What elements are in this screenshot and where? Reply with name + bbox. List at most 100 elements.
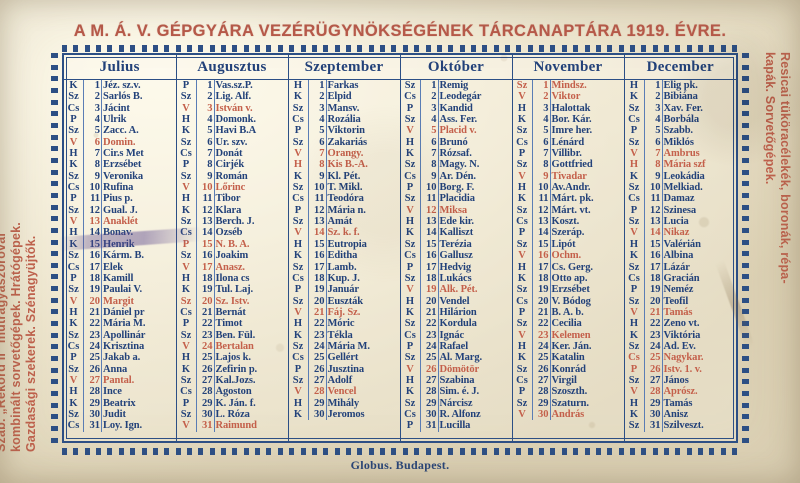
name-day: Jeromos	[327, 408, 365, 420]
day-row: K 21 Hilárion	[400, 306, 512, 319]
day-list-október: Sz 1 Remig Cs 2 Leodegár P 3 Kandid Sz 4 Ass. Fer. V…	[400, 80, 512, 432]
name-day: Viktória	[663, 329, 701, 341]
day-of-week: Sz	[400, 238, 421, 251]
day-of-week: Sz	[512, 363, 533, 375]
day-number: 19	[532, 284, 551, 296]
name-day: Otto ap.	[551, 272, 588, 284]
day-row: P 21 B. A. b.	[512, 306, 624, 319]
day-number: 28	[644, 386, 663, 398]
day-row: Sz 22 Kordula	[400, 318, 512, 330]
name-day: Dömötör	[439, 363, 480, 375]
day-of-week: Cs	[624, 352, 645, 364]
day-number: 15	[83, 238, 102, 251]
day-of-week: K	[176, 363, 197, 375]
name-day: Raimund	[215, 420, 257, 432]
day-number: 3	[644, 102, 663, 115]
name-day: Tékla	[327, 329, 353, 341]
day-of-week: V	[512, 170, 533, 183]
day-number: 4	[644, 114, 663, 126]
day-row: P 11 Pius p.	[64, 193, 176, 205]
day-number: 10	[644, 182, 663, 194]
day-of-week: Sz	[512, 125, 533, 137]
day-row: Cs 30 R. Alfonz	[400, 408, 512, 421]
day-of-week: Sz	[288, 340, 309, 353]
day-of-week: P	[512, 386, 533, 398]
day-of-week: H	[176, 272, 197, 285]
name-day: Bibiána	[663, 91, 698, 103]
name-day: Villibr.	[551, 148, 582, 160]
day-row: Sz 22 Cecilia	[512, 318, 624, 330]
day-row: H 15 Eutropia	[288, 238, 400, 251]
name-day: V. Bódog	[551, 295, 591, 307]
day-number: 11	[420, 193, 439, 205]
day-of-week: Sz	[512, 284, 533, 296]
day-number: 12	[308, 204, 327, 217]
day-of-week: Sz	[624, 295, 645, 307]
name-day: Ignác	[439, 329, 465, 341]
day-number: 31	[420, 420, 439, 432]
name-day: Berch. J.	[215, 216, 255, 228]
day-number: 29	[308, 397, 327, 409]
day-number: 29	[83, 397, 102, 409]
day-row: Sz 9 Veronika	[64, 170, 176, 183]
day-row: V 17 Anasz.	[176, 261, 288, 273]
day-number: 28	[532, 386, 551, 398]
day-row: K 16 Editha	[288, 250, 400, 262]
day-of-week: V	[64, 295, 84, 307]
day-of-week: H	[288, 238, 309, 251]
name-day: Tamás	[663, 397, 693, 409]
day-number: 26	[83, 363, 102, 375]
day-of-week: H	[624, 238, 645, 251]
day-of-week: Sz	[176, 136, 197, 149]
name-day: Mária M.	[103, 318, 146, 330]
day-row: K 5 Havi B.A	[176, 125, 288, 137]
name-day: Rózsaf.	[439, 148, 472, 160]
name-day: T. Mikl.	[327, 182, 363, 194]
name-day: Leodegár	[439, 91, 482, 103]
name-day: Eutropia	[327, 238, 367, 250]
day-of-week: H	[64, 227, 84, 239]
day-row: Sz 31 Szilveszt.	[624, 420, 737, 432]
day-number: 12	[644, 204, 663, 217]
day-of-week: Cs	[64, 261, 84, 273]
name-day: Rafael	[439, 340, 469, 352]
name-day: R. Alfonz	[439, 408, 481, 420]
day-row: H 17 Cs. Gerg.	[512, 261, 624, 273]
day-of-week: Sz	[64, 363, 84, 375]
day-of-week: P	[400, 340, 421, 353]
day-row: Cs 11 Teodóra	[288, 193, 400, 205]
name-day: Mindsz.	[551, 80, 587, 91]
name-day: Gracián	[663, 272, 700, 284]
day-of-week: V	[624, 386, 645, 398]
day-number: 16	[644, 250, 663, 262]
day-of-week: Sz	[288, 216, 309, 228]
name-day: Bertalan	[215, 340, 254, 352]
day-row: Sz 27 Kal.Jozs.	[176, 374, 288, 387]
day-row: K 25 Katalin	[512, 352, 624, 364]
day-row: V 27 Pantal.	[64, 374, 176, 387]
day-row: P 29 K. Ján. f.	[176, 397, 288, 409]
day-row: H 22 Móric	[288, 318, 400, 330]
day-number: 23	[644, 329, 663, 341]
name-day: Joakim	[215, 250, 249, 262]
day-of-week: P	[400, 420, 421, 432]
day-of-week: K	[64, 397, 84, 409]
name-day: Ambrus	[663, 148, 700, 160]
day-row: V 21 Fáj. Sz.	[288, 306, 400, 319]
day-row: V 13 Anaklét	[64, 216, 176, 228]
day-of-week: V	[288, 227, 309, 239]
day-row: H 4 Domonk.	[176, 114, 288, 126]
name-day: Anaklét	[103, 216, 138, 228]
day-row: K 1 Jéz. sz.v.	[64, 80, 176, 92]
day-of-week: Cs	[64, 420, 84, 432]
name-day: Miksa	[439, 204, 468, 216]
day-row: K 30 Anisz	[624, 408, 737, 421]
day-number: 13	[196, 216, 215, 228]
day-of-week: Sz	[400, 114, 421, 126]
name-day: Nagykar.	[663, 352, 704, 364]
month-body-row: K 1 Jéz. sz.v. Sz 2 Sarlós B. Cs 3 Jácint P 4 Ulrik…	[64, 79, 737, 441]
name-day: Mária szf	[663, 159, 706, 171]
day-of-week: H	[624, 397, 645, 409]
day-number: 18	[308, 272, 327, 285]
day-of-week: H	[400, 295, 421, 307]
